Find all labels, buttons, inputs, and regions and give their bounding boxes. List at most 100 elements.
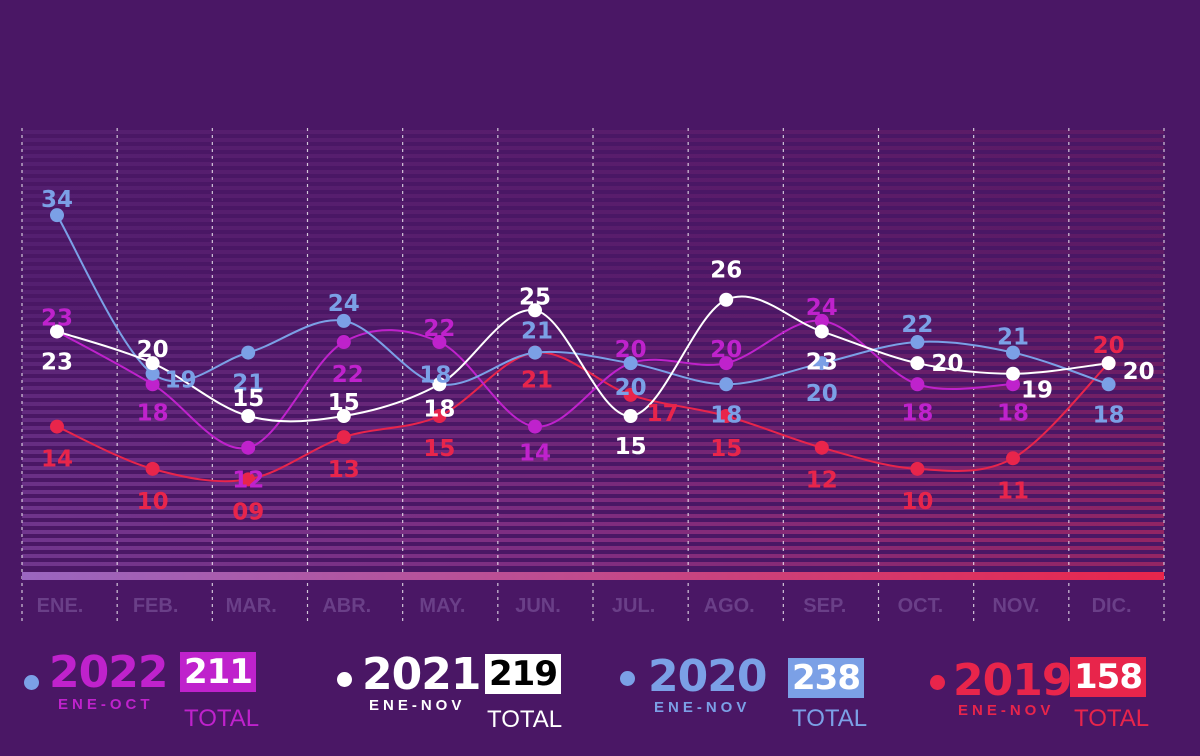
data-point-2020	[910, 335, 925, 350]
data-point-2019	[336, 430, 351, 445]
legend-year-2022: 2022	[49, 647, 168, 698]
data-label-2020: 21	[232, 371, 264, 397]
data-label-2021: 25	[519, 284, 551, 310]
legend-2022: 2022 ENE-OCT 211 TOTAL	[22, 645, 282, 745]
data-label-2022: 22	[423, 316, 455, 342]
grid-stripe	[22, 314, 1164, 318]
x-tick-label: SEP.	[803, 595, 846, 617]
grid-stripe	[22, 466, 1164, 470]
data-label-2022: 18	[901, 400, 933, 426]
data-label-2019: 20	[1093, 333, 1125, 359]
data-label-2020: 21	[521, 319, 553, 345]
data-label-2019: 11	[997, 478, 1029, 504]
data-point-2020	[50, 208, 64, 223]
data-point-2021	[528, 303, 542, 318]
data-point-2019	[623, 387, 638, 402]
grid-stripe	[22, 482, 1164, 486]
grid-stripe	[22, 474, 1164, 478]
grid-stripe	[22, 530, 1164, 534]
data-label-2019: 13	[328, 457, 360, 483]
grid-stripe	[22, 410, 1164, 414]
data-label-2020: 18	[419, 362, 451, 388]
x-tick-label: OCT.	[898, 595, 944, 617]
data-point-2022	[432, 335, 447, 350]
grid-stripe	[22, 194, 1164, 198]
data-label-2020: 18	[710, 402, 742, 428]
data-point-2021	[623, 409, 638, 424]
data-label-2019: 14	[41, 447, 73, 473]
data-point-2021	[1006, 366, 1020, 381]
grid-stripe	[22, 306, 1164, 310]
data-label-2019: 15	[423, 436, 455, 462]
data-label-2022: 24	[806, 295, 838, 321]
grid-stripe	[22, 146, 1164, 150]
data-point-2020	[336, 313, 351, 328]
data-point-2022	[336, 335, 351, 350]
legend-total-label-2020: TOTAL	[792, 705, 868, 732]
data-point-2020	[1101, 377, 1116, 392]
legend-year-2021: 2021	[362, 649, 481, 700]
legend-range-2021: ENE-NOV	[369, 697, 466, 714]
grid-stripe	[22, 418, 1164, 422]
data-point-2021	[1101, 356, 1116, 371]
data-label-2020: 20	[615, 375, 647, 401]
data-point-2022	[1006, 377, 1020, 392]
grid-stripe	[22, 186, 1164, 190]
data-label-2021: 15	[615, 434, 647, 460]
data-label-2019: 10	[901, 489, 933, 515]
legend-dot-2019	[930, 675, 945, 690]
legend-dot-2021	[337, 672, 352, 687]
data-label-2022: 20	[615, 337, 647, 363]
data-label-2019: 15	[710, 436, 742, 462]
data-point-2019	[241, 472, 256, 487]
legend-year-2019: 2019	[953, 655, 1072, 706]
data-label-2021: 20	[137, 337, 169, 363]
data-label-2022: 23	[41, 305, 73, 331]
data-point-2019	[814, 440, 829, 455]
line-chart: ENE. FEB. MAR. ABR. MAY. JUN. JUL. AGO. SEP. OCT.…	[21, 128, 1165, 622]
legend-2019: 2019 ENE-NOV 158 TOTAL	[928, 645, 1188, 745]
data-point-2020	[623, 356, 638, 371]
grid-stripe	[22, 298, 1164, 302]
data-point-2021	[50, 324, 64, 339]
data-label-2021: 18	[423, 396, 455, 422]
data-label-2022: 12	[232, 468, 264, 494]
data-label-2021: 20	[1123, 359, 1155, 385]
data-label-2021: 23	[41, 349, 73, 375]
x-axis-labels: ENE. FEB. MAR. ABR. MAY. JUN. JUL. AGO. SEP. OCT.…	[37, 595, 1132, 617]
data-label-2021: 26	[710, 258, 742, 284]
data-label-2019: 21	[521, 368, 553, 394]
data-point-2019	[432, 409, 447, 424]
x-tick-label: ABR.	[322, 595, 371, 617]
legend-dot-2020	[620, 671, 635, 686]
data-point-2021	[336, 409, 351, 424]
legend-2021: 2021 ENE-NOV 219 TOTAL	[335, 645, 595, 745]
legend-2020: 2020 ENE-NOV 238 TOTAL	[618, 645, 888, 745]
data-label-2020: 19	[165, 368, 197, 394]
grid-stripe	[22, 130, 1164, 134]
data-point-2021	[719, 292, 734, 307]
data-point-2021	[241, 409, 256, 424]
legend-total-label-2022: TOTAL	[184, 705, 260, 732]
data-label-2022: 20	[710, 337, 742, 363]
legend-year-2020: 2020	[648, 651, 767, 702]
legend-total-2019: 158	[1070, 657, 1146, 697]
data-label-2019: 10	[137, 489, 169, 515]
legend-total-label-2021: TOTAL	[487, 706, 563, 733]
data-label-2021: 20	[931, 351, 963, 377]
data-label-2021: 19	[1021, 378, 1053, 404]
grid-stripe	[22, 426, 1164, 430]
data-point-2020	[1006, 345, 1020, 360]
x-axis-baseline	[22, 572, 1164, 580]
data-point-2020	[719, 377, 734, 392]
grid-stripe	[22, 202, 1164, 206]
data-point-2020	[814, 356, 829, 371]
data-label-2022: 18	[137, 400, 169, 426]
data-label-2020: 34	[41, 187, 73, 213]
data-label-2020: 22	[901, 312, 933, 338]
x-tick-label: NOV.	[992, 595, 1039, 617]
data-point-2021	[910, 356, 925, 371]
grid-stripe	[22, 362, 1164, 366]
data-point-2019	[50, 419, 64, 434]
